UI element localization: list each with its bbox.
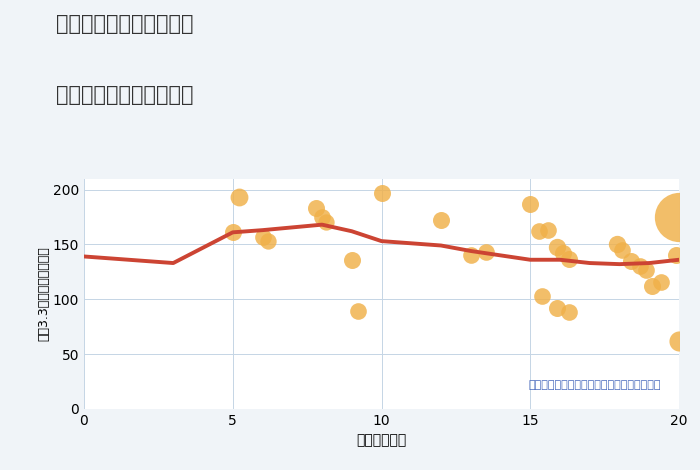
Point	[617, 246, 628, 254]
Point	[552, 304, 563, 312]
Point	[310, 204, 321, 212]
Point	[673, 213, 685, 221]
Text: 円の大きさは、取引のあった物件面積を示す: 円の大きさは、取引のあった物件面積を示す	[528, 381, 661, 391]
Point	[552, 243, 563, 251]
Point	[537, 292, 548, 300]
Point	[435, 217, 447, 224]
Point	[673, 337, 685, 345]
Point	[626, 257, 637, 265]
Point	[542, 227, 554, 234]
Text: 駅距離別中古戸建て価格: 駅距離別中古戸建て価格	[56, 85, 193, 105]
Point	[611, 241, 622, 248]
Point	[635, 263, 646, 270]
Point	[352, 307, 363, 315]
Point	[257, 233, 268, 241]
Point	[263, 237, 274, 245]
Point	[227, 228, 238, 236]
Point	[655, 278, 666, 285]
Point	[376, 189, 387, 196]
Point	[564, 255, 575, 262]
Point	[480, 248, 491, 256]
X-axis label: 駅距離（分）: 駅距離（分）	[356, 433, 407, 447]
Point	[533, 227, 545, 235]
Point	[321, 219, 332, 226]
Point	[346, 256, 357, 264]
Text: 東京都東久留米市前沢の: 東京都東久留米市前沢の	[56, 14, 193, 34]
Point	[233, 194, 244, 201]
Point	[525, 200, 536, 208]
Point	[564, 309, 575, 316]
Point	[557, 250, 568, 257]
Point	[640, 266, 652, 274]
Y-axis label: 坪（3.3㎡）単価（万円）: 坪（3.3㎡）単価（万円）	[37, 246, 50, 341]
Point	[671, 251, 682, 259]
Point	[647, 282, 658, 290]
Point	[316, 213, 328, 221]
Point	[465, 251, 476, 259]
